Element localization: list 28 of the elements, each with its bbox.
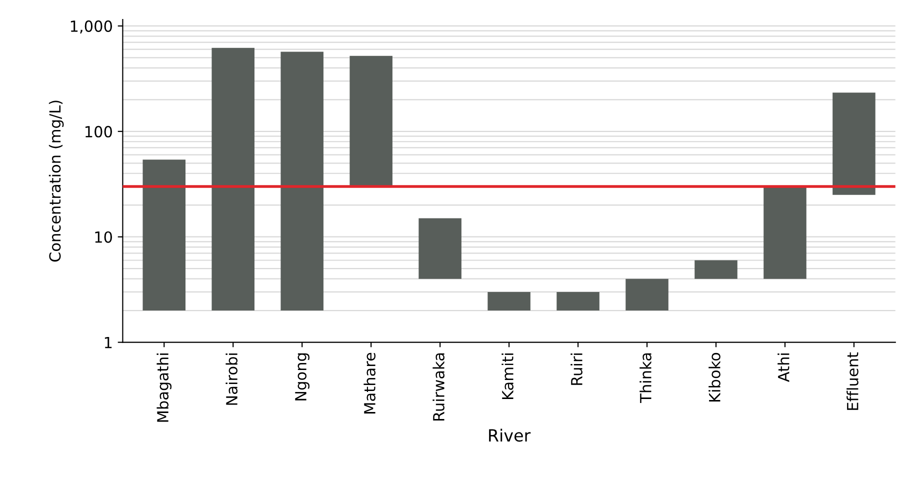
x-tick-label: Ngong (295, 353, 310, 400)
bar (832, 92, 876, 195)
y-tick-label: 1 (104, 336, 112, 348)
y-tick-label: 10 (95, 231, 112, 243)
bar (488, 292, 530, 311)
x-axis-title: River (489, 428, 531, 442)
y-tick-label: 100 (86, 126, 112, 138)
bar (626, 278, 668, 311)
bar (280, 52, 324, 311)
x-tick-label: Ruirwaka (432, 353, 444, 420)
bar (350, 56, 392, 187)
x-tick-label: Mathare (364, 352, 376, 414)
y-axis-title: Concentration (mg/L) (48, 100, 64, 262)
x-tick-label: Effluent (846, 352, 858, 410)
x-tick-label: Mbagathi (156, 353, 172, 422)
x-tick-label: Athi (778, 353, 790, 382)
x-tick-label: Kamiti (502, 353, 514, 399)
bar (212, 48, 254, 311)
bar (556, 292, 600, 311)
x-tick-label: Nairobi (226, 353, 238, 405)
x-tick-label: Ruiri (570, 353, 582, 385)
bar (764, 186, 806, 279)
bar (694, 260, 738, 279)
bar (142, 160, 186, 311)
x-tick-label: Kiboko (708, 352, 720, 402)
y-tick-label: 1,000 (70, 20, 112, 34)
x-tick-label: Thinka (640, 353, 652, 403)
bar (418, 218, 462, 279)
